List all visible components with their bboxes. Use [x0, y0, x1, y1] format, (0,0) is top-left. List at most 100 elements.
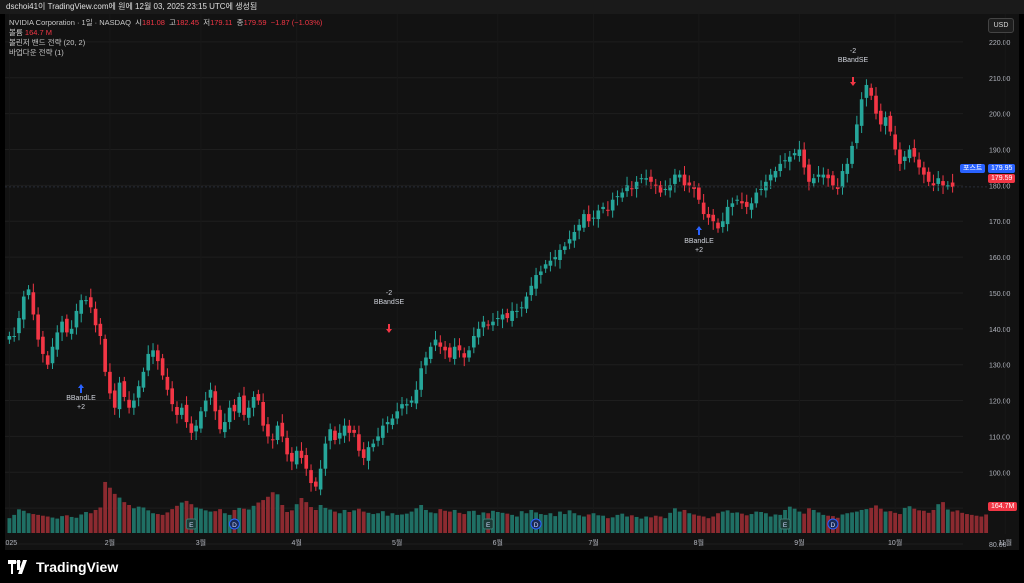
- volume-bar: [400, 514, 404, 533]
- volume-bar: [318, 505, 323, 533]
- y-tick-label: 100.00: [989, 470, 1011, 477]
- legend-high: 182.45: [176, 18, 200, 27]
- post-market-tag: 포스트: [960, 164, 986, 173]
- volume-bar: [869, 507, 874, 533]
- volume-bar: [404, 513, 409, 533]
- volume-bar: [50, 517, 55, 533]
- volume-bar: [591, 513, 596, 533]
- candle-body: [572, 232, 577, 241]
- volume-bar: [304, 502, 309, 533]
- volume-bar: [720, 511, 725, 533]
- volume-bar: [797, 511, 802, 533]
- volume-bar: [653, 515, 658, 533]
- volume-bar: [696, 515, 701, 533]
- candle-body: [606, 209, 610, 211]
- volume-bar: [558, 511, 562, 533]
- x-tick-label: 11월: [998, 538, 1012, 547]
- candle-body: [615, 196, 620, 198]
- candle-body: [491, 321, 495, 326]
- annotation-qty: +2: [77, 404, 85, 411]
- candle-body: [45, 355, 50, 365]
- candle-body: [577, 224, 581, 231]
- volume-bar: [898, 514, 902, 533]
- volume-bar: [108, 487, 112, 533]
- candle-body: [227, 407, 232, 423]
- candle-body: [601, 206, 605, 210]
- legend-high-label: 고: [169, 18, 177, 27]
- volume-bar: [979, 516, 984, 533]
- event-marker-label: E: [189, 522, 194, 529]
- volume-bar: [376, 513, 380, 533]
- candle-body: [242, 395, 246, 415]
- volume-bar: [151, 513, 155, 533]
- volume-bar: [266, 496, 270, 533]
- candle-body: [792, 153, 797, 156]
- candle-body: [400, 404, 404, 409]
- candle-body: [7, 336, 12, 340]
- volume-bar: [625, 516, 629, 533]
- candle-body: [864, 84, 869, 98]
- candle-body: [328, 429, 333, 441]
- candle-body: [213, 391, 218, 412]
- volume-bar: [467, 511, 471, 533]
- candle-body: [658, 185, 663, 193]
- candle-body: [783, 160, 787, 162]
- candle-body: [582, 214, 586, 228]
- volume-bar: [424, 509, 428, 533]
- volume-bar: [682, 509, 687, 533]
- chart-panel[interactable]: 220.00 210.00 200.00 190.00 180.00 170.00 160.…: [5, 14, 1019, 550]
- volume-bar: [294, 504, 299, 533]
- volume-bar: [45, 516, 50, 533]
- candle-body: [237, 396, 242, 413]
- candle-body: [653, 184, 658, 186]
- candle-body: [108, 371, 112, 394]
- bband-se-annotation-2: -2 BBandSE: [835, 47, 871, 65]
- volume-bar: [888, 511, 893, 533]
- volume-bar: [136, 506, 141, 533]
- candle-body: [414, 389, 419, 404]
- x-tick-label: 8월: [694, 538, 704, 547]
- volume-bar: [854, 511, 859, 533]
- volume-bar: [328, 509, 333, 533]
- currency-button[interactable]: USD: [988, 18, 1014, 33]
- candle-body: [524, 296, 529, 309]
- candle-body: [754, 192, 759, 204]
- volume-bar: [414, 508, 419, 533]
- volume-bar: [701, 516, 706, 533]
- long-entry-arrow: [78, 384, 84, 393]
- volume-bar: [735, 512, 740, 533]
- candle-body: [481, 321, 486, 328]
- candle-body: [701, 202, 706, 215]
- volume-bar: [242, 508, 246, 533]
- candle-body: [93, 308, 98, 326]
- candle-body: [151, 350, 155, 357]
- legend-volume-row[interactable]: 볼륨 164.7 M: [9, 28, 322, 38]
- volume-bar: [366, 512, 371, 533]
- volume-bar: [438, 509, 443, 533]
- candle-body: [797, 149, 802, 156]
- candle-body: [419, 368, 423, 390]
- volume-bar: [462, 514, 467, 533]
- volume-bar: [21, 510, 26, 533]
- long-entry-arrow: [696, 226, 702, 235]
- volume-bar: [385, 515, 390, 533]
- candle-body: [21, 296, 26, 320]
- legend-indicator-bollinger[interactable]: 볼린저 밴드 전략 (20, 2): [9, 38, 86, 47]
- volume-bar: [821, 514, 826, 533]
- candle-body: [931, 183, 936, 186]
- candle-body: [246, 407, 251, 418]
- candle-body: [500, 314, 505, 320]
- price-chart[interactable]: 220.00 210.00 200.00 190.00 180.00 170.00 160.…: [5, 14, 1019, 550]
- legend-indicator-barupdown[interactable]: 바업다운 전략 (1): [9, 48, 64, 57]
- legend-volume: 164.7 M: [24, 28, 53, 37]
- volume-bar: [759, 512, 764, 533]
- volume-bar: [553, 516, 558, 533]
- candle-body: [409, 400, 414, 403]
- volume-bar: [419, 505, 424, 533]
- earnings-marker: [482, 518, 494, 530]
- candle-body: [424, 357, 428, 366]
- candle-body: [515, 310, 519, 312]
- tradingview-logo[interactable]: TradingView: [8, 558, 118, 576]
- volume-bar: [251, 505, 256, 533]
- dividend-marker: [530, 518, 542, 530]
